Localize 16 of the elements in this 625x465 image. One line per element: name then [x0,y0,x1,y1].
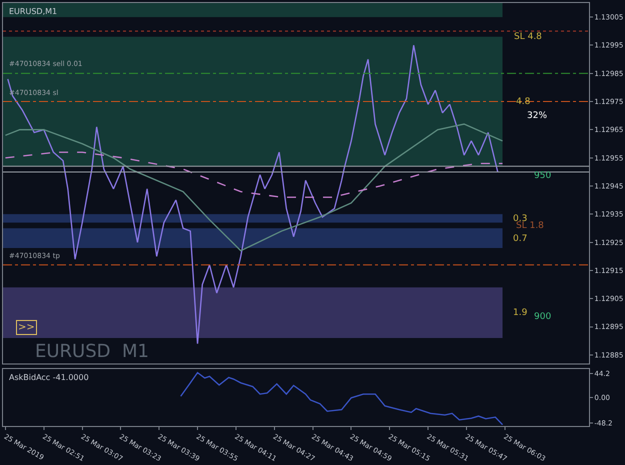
line-series [180,372,504,426]
annotation: 950 [534,171,552,181]
annotation: 900 [534,312,552,322]
annotation: 0.7 [513,234,528,244]
annotation: 32% [527,111,548,121]
annotation: >> [18,322,35,333]
annotation: 1.9 [513,308,528,318]
annotation: 4.8 [516,97,531,107]
line-series [4,152,504,198]
annotation: SL 1.8 [516,221,544,231]
text: AskBidAcc -41.0000 [9,373,89,382]
text: EURUSD,M1 [9,7,58,16]
annotation: SL 4.8 [514,32,542,42]
line-series [7,44,498,344]
annotation: EURUSD M1 [35,341,149,362]
line-series [4,123,504,252]
